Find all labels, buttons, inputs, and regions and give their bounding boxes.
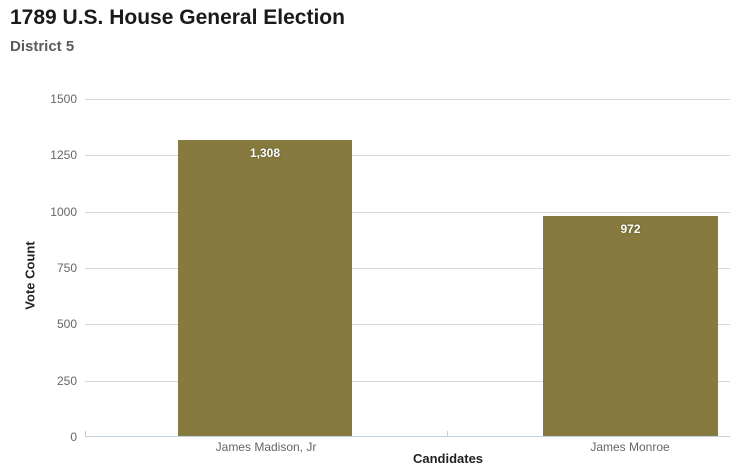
y-tick-label-0: 0 (70, 430, 77, 444)
gridline-250 (85, 381, 730, 382)
y-tick-label-1500: 1500 (50, 92, 77, 106)
chart-subtitle: District 5 (10, 38, 75, 55)
gridline-750 (85, 268, 730, 269)
chart-title: 1789 U.S. House General Election (10, 6, 345, 29)
x-category-label-james-monroe: James Monroe (590, 440, 670, 454)
y-axis-title: Vote Count (22, 241, 38, 310)
y-tick-label-1000: 1000 (50, 205, 77, 219)
plot-area: 1,308 972 (85, 99, 730, 437)
gridline-500 (85, 324, 730, 325)
bar-james-madison-jr[interactable]: 1,308 (178, 140, 352, 436)
y-tick-label-1250: 1250 (50, 148, 77, 162)
x-axis-title: Candidates (412, 451, 484, 466)
y-tick-label-500: 500 (56, 317, 77, 331)
x-axis-line (85, 436, 730, 437)
bar-james-monroe[interactable]: 972 (543, 216, 718, 436)
gridline-1000 (85, 212, 730, 213)
x-axis-tick-left (85, 431, 86, 437)
gridline-1250 (85, 155, 730, 156)
gridline-1500 (85, 99, 730, 100)
x-axis-tick-middle (447, 431, 448, 437)
y-tick-label-250: 250 (56, 374, 77, 388)
data-label-james-monroe: 972 (620, 222, 641, 236)
y-tick-label-750: 750 (56, 261, 77, 275)
data-label-james-madison-jr: 1,308 (249, 146, 281, 160)
x-category-label-james-madison-jr: James Madison, Jr (215, 440, 317, 454)
